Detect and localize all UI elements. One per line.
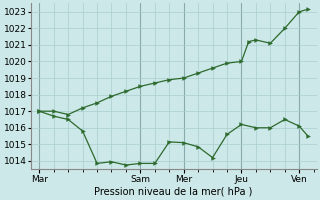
X-axis label: Pression niveau de la mer( hPa ): Pression niveau de la mer( hPa ): [94, 187, 253, 197]
